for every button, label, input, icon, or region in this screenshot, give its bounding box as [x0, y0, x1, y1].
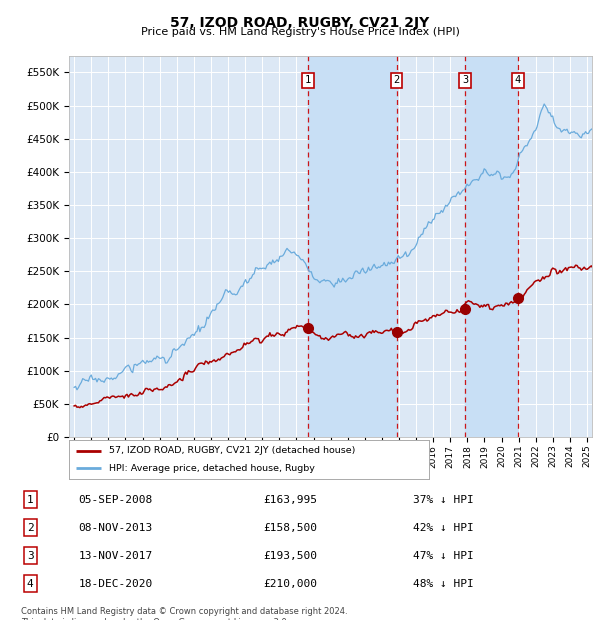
Text: 08-NOV-2013: 08-NOV-2013	[79, 523, 153, 533]
Text: 05-SEP-2008: 05-SEP-2008	[79, 495, 153, 505]
Text: £210,000: £210,000	[263, 578, 317, 588]
Text: £163,995: £163,995	[263, 495, 317, 505]
Text: 3: 3	[27, 551, 34, 560]
Text: 57, IZOD ROAD, RUGBY, CV21 2JY: 57, IZOD ROAD, RUGBY, CV21 2JY	[170, 16, 430, 30]
Text: 13-NOV-2017: 13-NOV-2017	[79, 551, 153, 560]
Text: 18-DEC-2020: 18-DEC-2020	[79, 578, 153, 588]
Text: Contains HM Land Registry data © Crown copyright and database right 2024.: Contains HM Land Registry data © Crown c…	[21, 607, 347, 616]
Text: 57, IZOD ROAD, RUGBY, CV21 2JY (detached house): 57, IZOD ROAD, RUGBY, CV21 2JY (detached…	[109, 446, 355, 455]
Text: 3: 3	[462, 76, 468, 86]
Text: 48% ↓ HPI: 48% ↓ HPI	[413, 578, 473, 588]
Text: Price paid vs. HM Land Registry's House Price Index (HPI): Price paid vs. HM Land Registry's House …	[140, 27, 460, 37]
Text: £193,500: £193,500	[263, 551, 317, 560]
Text: 37% ↓ HPI: 37% ↓ HPI	[413, 495, 473, 505]
Text: HPI: Average price, detached house, Rugby: HPI: Average price, detached house, Rugb…	[109, 464, 314, 473]
Text: This data is licensed under the Open Government Licence v3.0.: This data is licensed under the Open Gov…	[21, 618, 289, 620]
Text: 42% ↓ HPI: 42% ↓ HPI	[413, 523, 473, 533]
Bar	[465, 56, 518, 437]
Text: 4: 4	[515, 76, 521, 86]
Text: 2: 2	[27, 523, 34, 533]
Text: 47% ↓ HPI: 47% ↓ HPI	[413, 551, 473, 560]
Text: 1: 1	[305, 76, 311, 86]
Text: 4: 4	[27, 578, 34, 588]
Text: 2: 2	[394, 76, 400, 86]
Bar	[308, 56, 397, 437]
Text: 1: 1	[27, 495, 34, 505]
Text: £158,500: £158,500	[263, 523, 317, 533]
